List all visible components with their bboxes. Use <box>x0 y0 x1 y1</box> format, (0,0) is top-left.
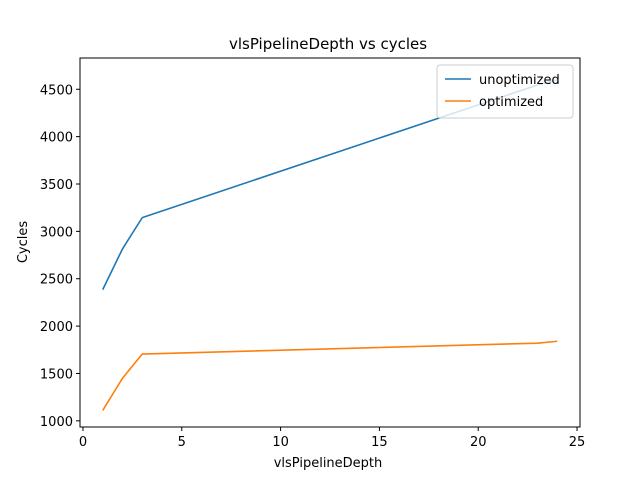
y-tick-label: 2500 <box>40 273 73 288</box>
plot-frame <box>79 57 581 428</box>
y-tick-label: 1000 <box>40 415 73 430</box>
x-tick-label: 20 <box>470 435 487 450</box>
x-tick-label: 5 <box>178 435 186 450</box>
x-axis-label: vlsPipelineDepth <box>274 456 383 471</box>
x-tick-label: 15 <box>371 435 388 450</box>
x-tick-label: 0 <box>79 435 87 450</box>
legend-label: unoptimized <box>479 73 560 88</box>
x-axis-ticks: 0 5 10 15 20 25 <box>79 427 585 450</box>
chart-title: vlsPipelineDepth vs cycles <box>229 35 427 53</box>
x-tick-label: 25 <box>569 435 586 450</box>
y-tick-label: 2000 <box>40 320 73 335</box>
series-layer <box>102 79 558 411</box>
legend: unoptimized optimized <box>436 64 574 119</box>
legend-label: optimized <box>479 95 543 110</box>
y-tick-label: 4500 <box>40 83 73 98</box>
y-tick-label: 3000 <box>40 225 73 240</box>
y-tick-label: 3500 <box>40 178 73 193</box>
y-axis-label: Cycles <box>16 221 31 264</box>
y-tick-label: 4000 <box>40 131 73 146</box>
y-axis-ticks: 1000 1500 2000 2500 3000 3500 4000 4500 <box>40 83 80 430</box>
y-tick-label: 1500 <box>40 367 73 382</box>
x-tick-label: 10 <box>272 435 289 450</box>
series-line-optimized <box>102 340 558 411</box>
